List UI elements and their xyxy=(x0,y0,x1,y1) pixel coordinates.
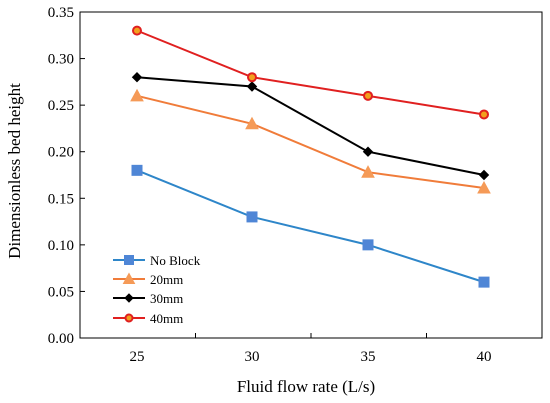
y-tick-label: 0.05 xyxy=(48,284,74,300)
y-tick-label: 0.00 xyxy=(48,331,74,347)
legend-item: No Block xyxy=(113,253,201,268)
data-point xyxy=(362,239,374,251)
data-point xyxy=(478,169,490,181)
data-point xyxy=(131,71,143,83)
series-line xyxy=(136,29,485,116)
legend-marker xyxy=(124,293,134,303)
data-point xyxy=(362,146,374,157)
y-tick-label: 0.25 xyxy=(48,98,74,114)
y-tick-label: 0.30 xyxy=(48,52,74,68)
legend-marker xyxy=(124,313,134,323)
data-point xyxy=(246,81,258,92)
legend-marker xyxy=(122,272,136,284)
legend-marker xyxy=(124,255,134,265)
y-tick-label: 0.15 xyxy=(48,191,74,207)
legend-item: 20mm xyxy=(113,272,183,287)
data-point xyxy=(477,180,491,194)
x-tick-label: 40 xyxy=(477,349,492,365)
series-line xyxy=(136,94,485,190)
x-tick-label: 35 xyxy=(361,349,376,365)
x-tick-label: 25 xyxy=(130,349,145,365)
legend-item: 30mm xyxy=(113,291,183,306)
legend-label: No Block xyxy=(150,253,201,268)
series-40mm xyxy=(132,25,489,120)
data-point xyxy=(131,164,143,176)
x-axis-title: Fluid flow rate (L/s) xyxy=(237,377,375,396)
series-line xyxy=(136,76,485,176)
y-tick-label: 0.35 xyxy=(48,5,74,21)
data-point xyxy=(361,165,375,178)
x-axis: 25 30 35 40 xyxy=(79,333,543,365)
series-group xyxy=(130,25,491,288)
data-point xyxy=(478,276,490,288)
legend-item: 40mm xyxy=(113,311,183,326)
legend-label: 30mm xyxy=(150,291,183,306)
y-tick-label: 0.20 xyxy=(48,145,74,161)
x-tick-label: 30 xyxy=(245,349,260,365)
series-line xyxy=(136,169,485,284)
series-no-block xyxy=(131,164,490,288)
y-axis: 0.00 0.05 0.10 0.15 0.20 0.25 0.30 0.35 xyxy=(48,5,85,347)
y-tick-label: 0.10 xyxy=(48,238,74,254)
data-point xyxy=(363,90,373,101)
data-point xyxy=(479,109,489,120)
legend-label: 20mm xyxy=(150,272,183,287)
legend-label: 40mm xyxy=(150,311,183,326)
data-point xyxy=(245,116,259,130)
data-point xyxy=(130,88,144,102)
legend: No Block 20mm 30mm 40mm xyxy=(113,253,201,326)
y-axis-title: Dimensionless bed height xyxy=(5,83,24,259)
data-point xyxy=(246,211,258,223)
series-20mm xyxy=(130,88,491,194)
data-point xyxy=(132,25,142,36)
data-point xyxy=(247,72,257,83)
series-30mm xyxy=(131,71,490,181)
